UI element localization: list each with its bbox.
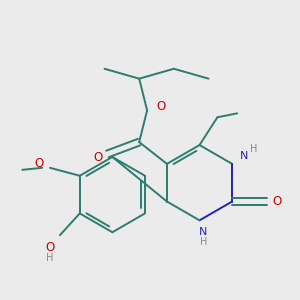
Text: O: O xyxy=(45,241,55,254)
Text: N: N xyxy=(199,227,208,237)
Text: O: O xyxy=(156,100,166,113)
Text: H: H xyxy=(200,237,207,247)
Text: H: H xyxy=(46,253,54,263)
Text: H: H xyxy=(250,144,258,154)
Text: O: O xyxy=(272,195,281,208)
Text: O: O xyxy=(93,152,102,164)
Text: O: O xyxy=(34,158,44,170)
Text: N: N xyxy=(240,151,248,161)
